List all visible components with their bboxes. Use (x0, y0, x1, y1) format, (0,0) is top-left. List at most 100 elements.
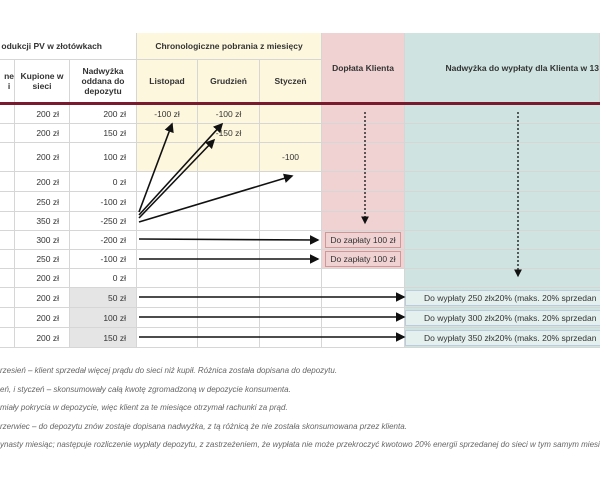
table-cell (405, 250, 600, 269)
row-cell (0, 328, 15, 348)
table-cell (137, 328, 198, 348)
table-cell (260, 231, 322, 250)
cell-text: 50 zł (108, 292, 126, 303)
table-cell: -250 zł (70, 212, 137, 231)
table-cell: Do wypłaty 300 złx20% (maks. 20% sprzeda… (405, 308, 600, 328)
table-cell (137, 269, 198, 288)
nadwyzka-header: Nadwyżka do wypłaty dla Klienta w 13 (405, 33, 600, 103)
table-cell: 100 zł (70, 308, 137, 328)
table-cell (405, 212, 600, 231)
table-cell (260, 308, 322, 328)
table-cell (405, 124, 600, 143)
table-cell (137, 172, 198, 192)
table-cell (198, 308, 260, 328)
row-cell (0, 250, 15, 269)
table-cell: 300 zł (15, 231, 70, 250)
cell-text: 250 zł (36, 254, 59, 264)
table-cell (198, 269, 260, 288)
row-cell (0, 269, 15, 288)
table-cell (260, 124, 322, 143)
table-cell (405, 105, 600, 124)
table-cell: 0 zł (70, 269, 137, 288)
cell-text: 150 zł (103, 332, 126, 343)
cell-text: 200 zł (36, 312, 59, 323)
table-cell (137, 288, 198, 308)
table-cell (260, 172, 322, 192)
table-cell (260, 212, 322, 231)
table-cell: 250 zł (15, 250, 70, 269)
table-cell (198, 328, 260, 348)
table-cell: 200 zł (15, 269, 70, 288)
table-cell (405, 172, 600, 192)
cell-text: 200 zł (36, 292, 59, 303)
column-header: Styczeń (260, 60, 322, 103)
note: rzerwiec – do depozytu znów zostaje dopi… (0, 422, 407, 431)
table-cell (260, 328, 322, 348)
table-cell (260, 269, 322, 288)
table-cell: -200 zł (70, 231, 137, 250)
row-cell (0, 124, 15, 143)
cell-text: 150 zł (103, 128, 126, 138)
table-cell (198, 288, 260, 308)
column-header: Nadwyżka oddana do depozytu (70, 60, 137, 103)
group-header: odukcji PV w złotówkach (0, 33, 137, 60)
row-cell (0, 172, 15, 192)
table-cell: 200 zł (15, 308, 70, 328)
table-cell (405, 143, 600, 172)
row-cell (0, 231, 15, 250)
note: eń, i styczeń – skonsumowały całą kwotę … (0, 385, 291, 394)
cell-text: 300 zł (36, 235, 59, 245)
table-cell: 200 zł (15, 288, 70, 308)
column-header: Kupione w sieci (15, 60, 70, 103)
table-cell: 350 zł (15, 212, 70, 231)
table-cell: Do zapłaty 100 zł (322, 250, 405, 269)
table-cell: 200 zł (15, 105, 70, 124)
table-cell (322, 269, 405, 288)
cell-text: 250 zł (36, 196, 59, 207)
table-cell: 200 zł (15, 124, 70, 143)
cell-text: 200 zł (36, 273, 59, 283)
table-cell (137, 124, 198, 143)
table-cell (137, 308, 198, 328)
table-cell: 150 zł (70, 124, 137, 143)
table-cell (198, 231, 260, 250)
cell-text: 0 zł (112, 176, 126, 187)
table-cell (137, 212, 198, 231)
table-cell (322, 172, 405, 192)
cell-text: 100 zł (103, 312, 126, 323)
table-cell: 200 zł (15, 172, 70, 192)
table-cell (260, 192, 322, 212)
cell-text: 200 zł (36, 109, 59, 119)
column-header: Grudzień (198, 60, 260, 103)
note: ynasty miesiąc; następuje rozliczenie wy… (0, 440, 600, 449)
note: rzesień – klient sprzedał więcej prądu d… (0, 366, 338, 375)
table-cell (322, 124, 405, 143)
row-cell (0, 212, 15, 231)
cell-text: -100 zł (100, 254, 126, 264)
table-cell (137, 231, 198, 250)
table-cell: 250 zł (15, 192, 70, 212)
table-cell (198, 212, 260, 231)
table-cell: 150 zł (70, 328, 137, 348)
cell-text: 100 zł (103, 152, 126, 162)
cell-text: -100 zł (100, 196, 126, 207)
cell-text: 0 zł (112, 273, 126, 283)
chrono-header: Chronologiczne pobrania z miesięcy (137, 33, 322, 60)
divider (0, 102, 600, 105)
row-cell (0, 288, 15, 308)
cell-text: 200 zł (36, 152, 59, 162)
table-cell: 50 zł (70, 288, 137, 308)
table-cell: 200 zł (15, 143, 70, 172)
table-cell (405, 231, 600, 250)
table-cell: -100 zł (70, 192, 137, 212)
table-cell (260, 105, 322, 124)
cell-text: -200 zł (100, 235, 126, 245)
cell-text: -150 zł (215, 128, 242, 138)
row-cell (0, 105, 15, 124)
table-cell: 200 zł (70, 105, 137, 124)
doplata-header: Dopłata Klienta (322, 33, 405, 103)
table-cell (198, 172, 260, 192)
row-cell (0, 143, 15, 172)
table-cell (322, 105, 405, 124)
table-cell (137, 192, 198, 212)
